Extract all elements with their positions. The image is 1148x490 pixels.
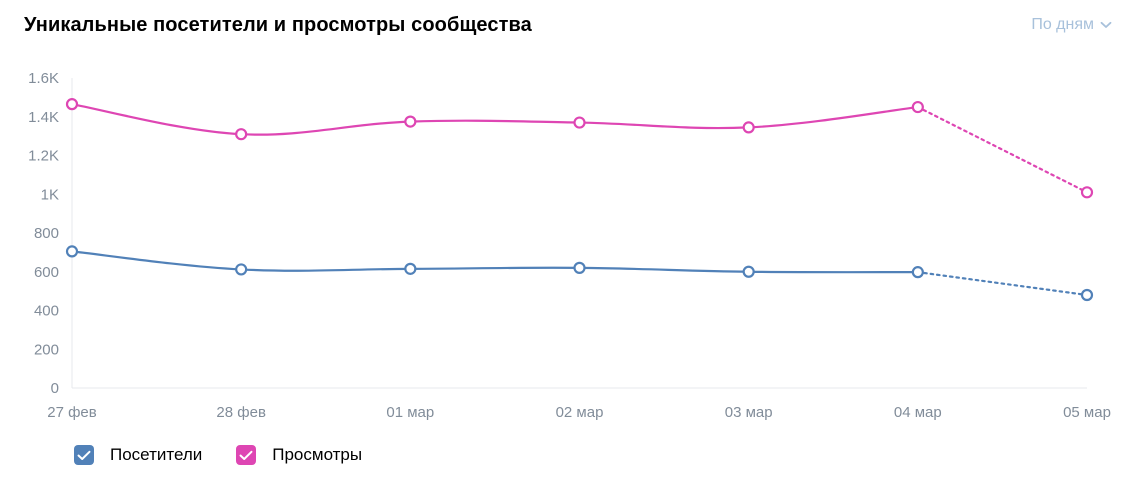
data-point[interactable]	[911, 100, 924, 114]
legend-label-visitors: Посетители	[110, 445, 203, 464]
series-line	[71, 250, 918, 274]
chart-title: Уникальные посетители и просмотры сообще…	[24, 14, 532, 36]
chart-series	[65, 98, 1094, 302]
data-point[interactable]	[1080, 186, 1094, 199]
series-line-forecast	[916, 271, 1089, 297]
data-point[interactable]	[235, 128, 248, 141]
y-tick-label: 0	[51, 380, 59, 397]
series-line	[71, 103, 918, 136]
legend-item-views[interactable]: Просмотры	[236, 445, 362, 465]
chart-legend: Посетители Просмотры	[74, 445, 362, 465]
x-axis: 27 фев 28 фев 01 мар 02 мар 03 мар 04 мар 05 м…	[47, 387, 1111, 421]
data-point[interactable]	[235, 263, 248, 276]
y-tick-label: 1.2K	[28, 148, 59, 165]
y-tick-label: 200	[34, 341, 59, 358]
x-tick-label: 01 мар	[386, 404, 434, 421]
line-chart: 0 200 400 600 800 1K 1.2K 1.4K 1.6K 27 фев 28 фев…	[28, 70, 1111, 421]
y-tick-label: 1.4K	[28, 109, 59, 126]
y-tick-label: 600	[34, 264, 59, 281]
y-tick-label: 1.6K	[28, 70, 59, 87]
data-point[interactable]	[573, 261, 586, 274]
y-axis: 0 200 400 600 800 1K 1.2K 1.4K 1.6K	[28, 70, 73, 397]
data-point[interactable]	[65, 98, 79, 111]
data-point[interactable]	[65, 245, 79, 258]
x-tick-label: 02 мар	[556, 404, 604, 421]
y-tick-label: 800	[34, 225, 59, 242]
y-tick-label: 1K	[41, 186, 59, 203]
period-dropdown-label: По дням	[1031, 16, 1094, 33]
series-line-forecast	[916, 105, 1089, 194]
y-tick-label: 400	[34, 303, 59, 320]
data-point[interactable]	[404, 262, 417, 275]
x-tick-label: 05 мар	[1063, 404, 1111, 421]
data-point[interactable]	[742, 265, 755, 278]
check-icon[interactable]	[236, 445, 257, 465]
legend-item-visitors[interactable]: Посетители	[74, 445, 202, 465]
period-dropdown[interactable]: По дням	[1031, 16, 1112, 34]
chevron-down-icon	[1100, 21, 1112, 29]
x-tick-label: 27 фев	[47, 404, 97, 421]
data-point[interactable]	[573, 116, 586, 129]
data-point[interactable]	[1080, 288, 1094, 302]
x-tick-label: 28 фев	[216, 404, 266, 421]
x-tick-label: 04 мар	[894, 404, 942, 421]
data-point[interactable]	[742, 121, 755, 134]
data-point[interactable]	[911, 266, 924, 279]
x-tick-label: 03 мар	[725, 404, 773, 421]
legend-label-views: Просмотры	[272, 445, 363, 464]
check-icon[interactable]	[74, 445, 94, 465]
data-point[interactable]	[404, 115, 417, 128]
